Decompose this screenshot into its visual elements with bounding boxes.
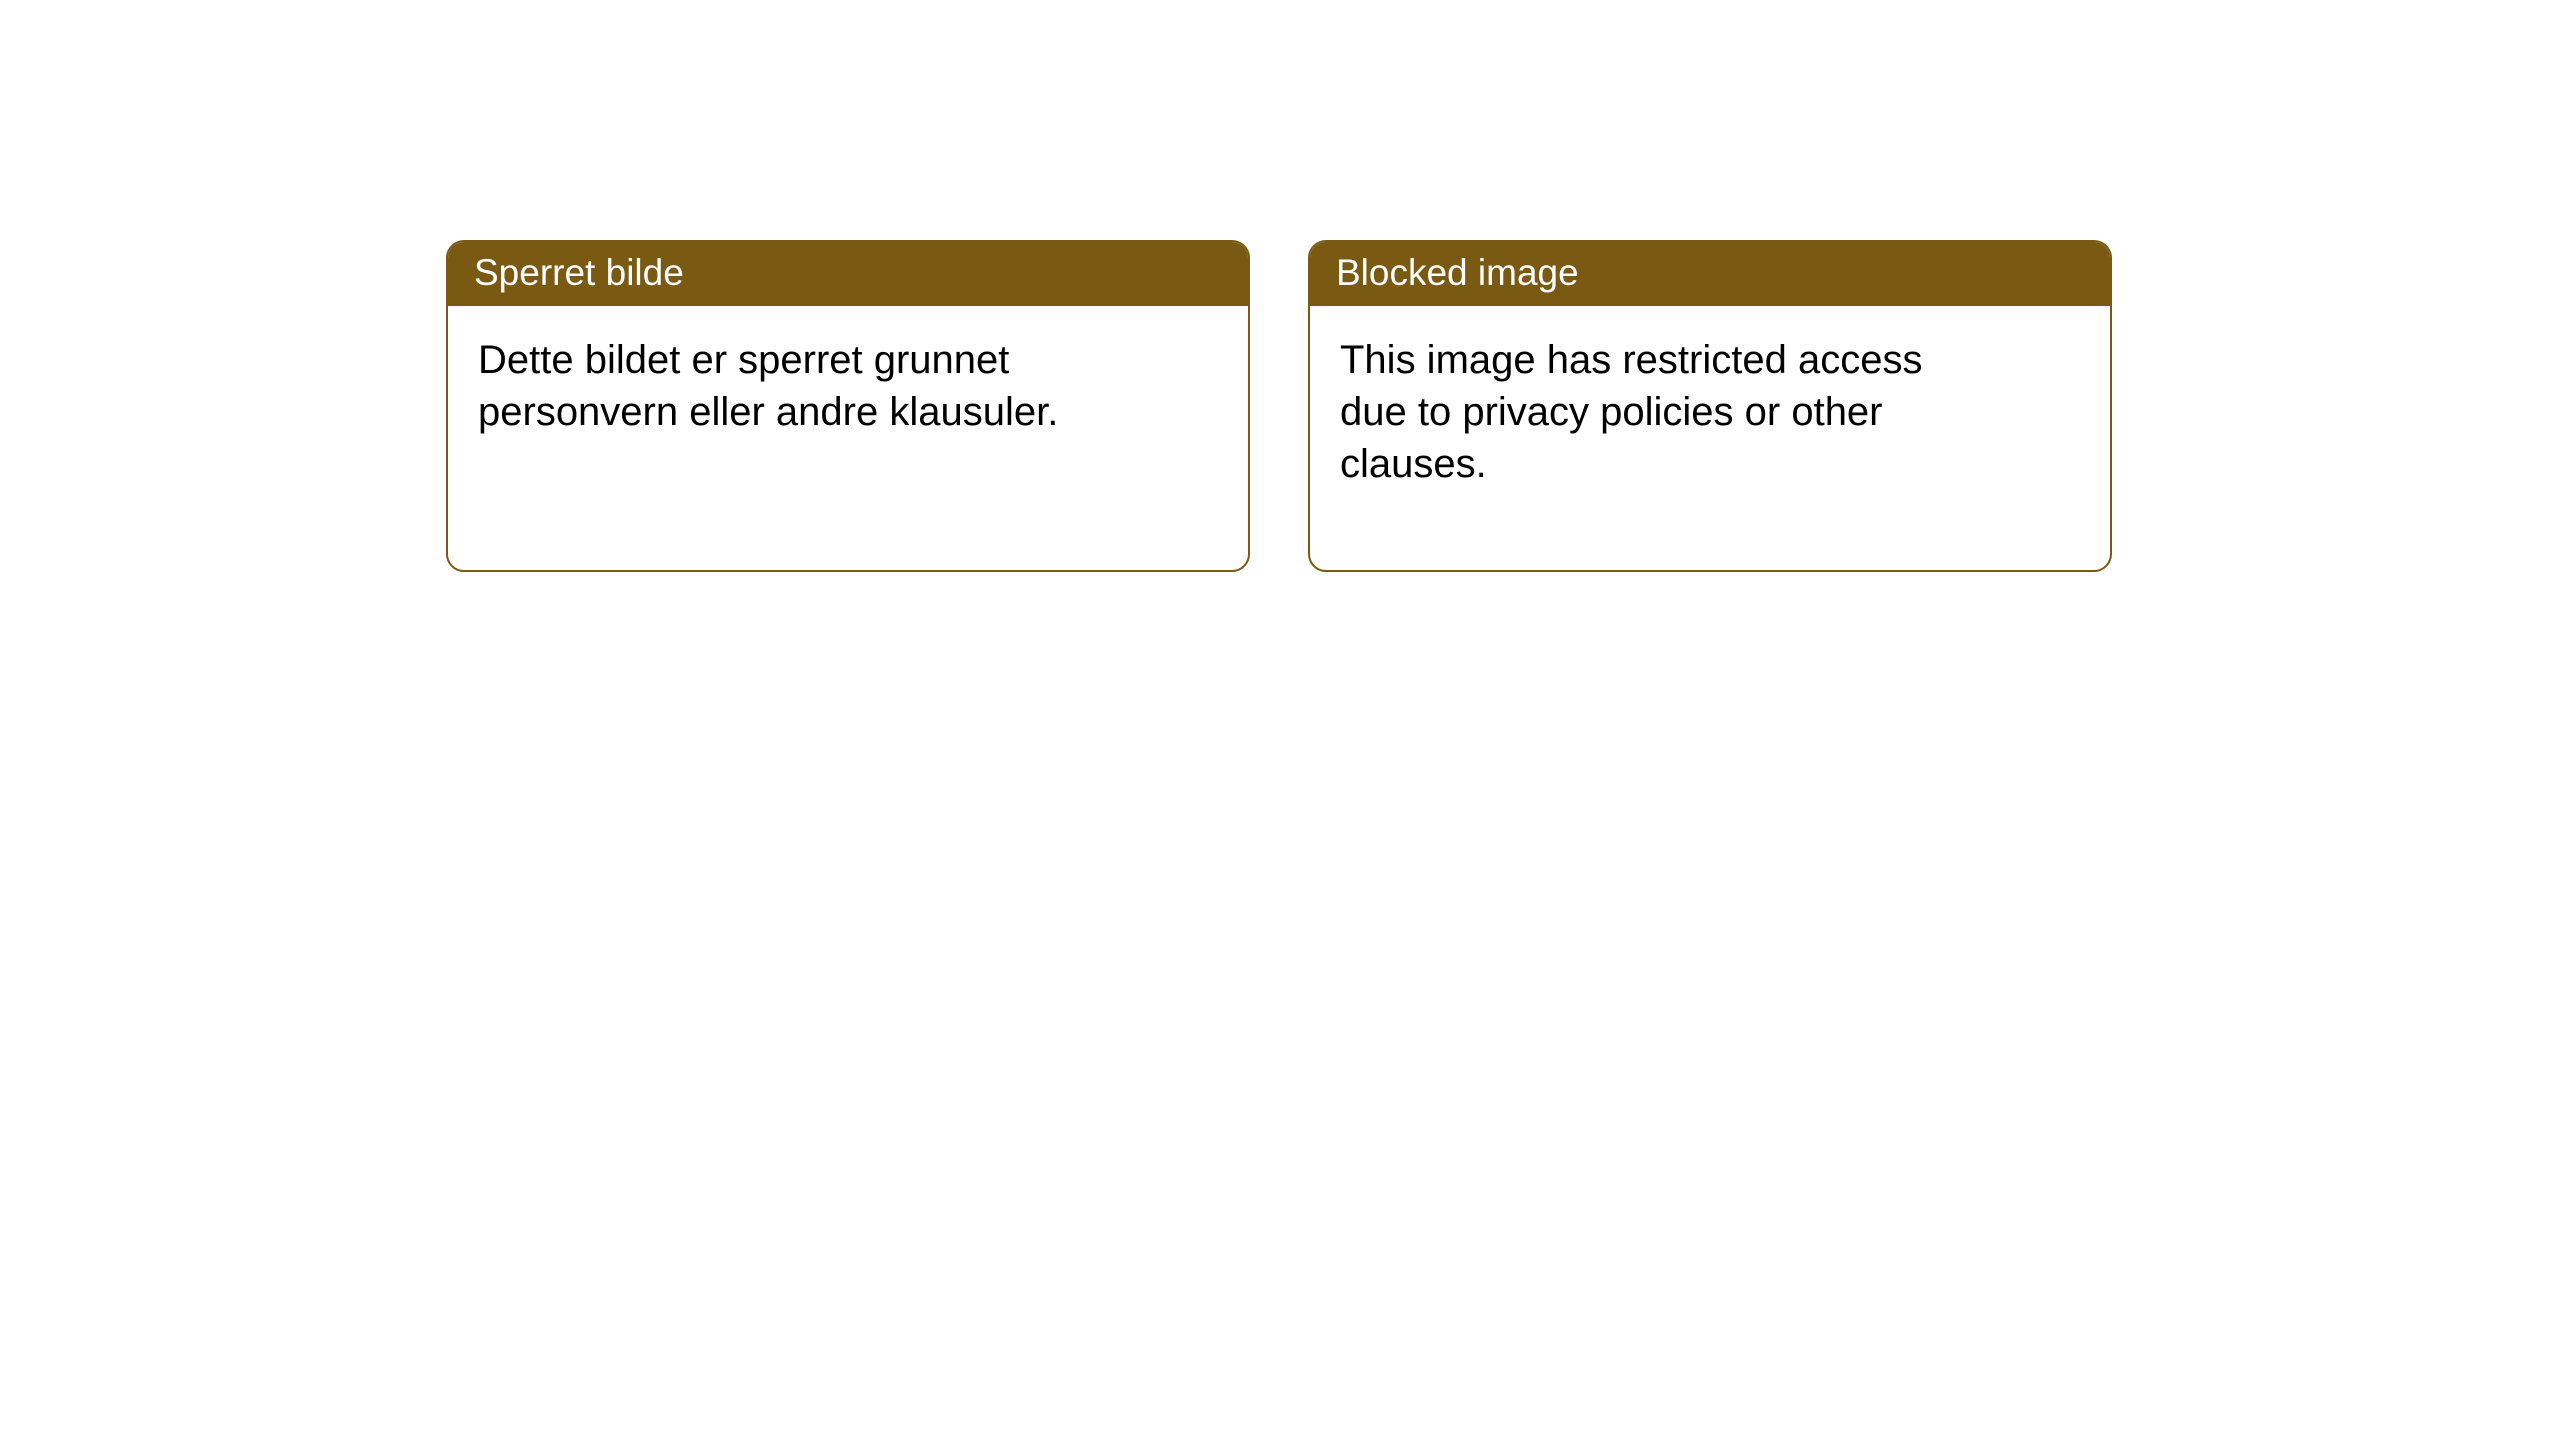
card-body-en: This image has restricted access due to … <box>1310 306 1990 518</box>
card-body-no: Dette bildet er sperret grunnet personve… <box>448 306 1128 466</box>
blocked-image-card-en: Blocked image This image has restricted … <box>1308 240 2112 572</box>
notice-cards-row: Sperret bilde Dette bildet er sperret gr… <box>446 240 2112 572</box>
card-title-en: Blocked image <box>1310 242 2110 306</box>
blocked-image-card-no: Sperret bilde Dette bildet er sperret gr… <box>446 240 1250 572</box>
card-title-no: Sperret bilde <box>448 242 1248 306</box>
